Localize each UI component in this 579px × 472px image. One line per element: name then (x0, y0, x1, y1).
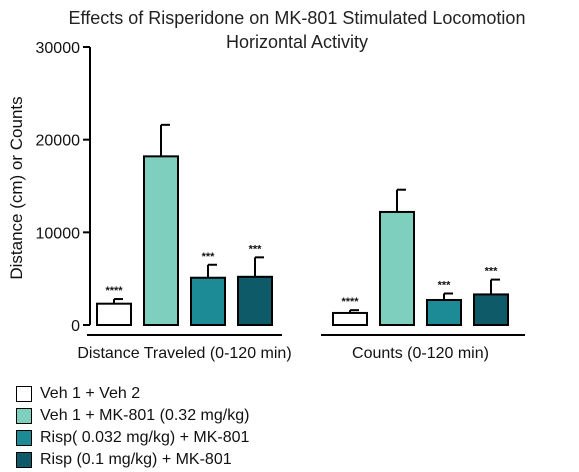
legend-label: Veh 1 + MK-801 (0.32 mg/kg) (40, 407, 250, 424)
legend-swatch (16, 408, 32, 424)
bar (237, 275, 273, 326)
bar (143, 155, 179, 326)
chart-title: Effects of Risperidone on MK-801 Stimula… (69, 8, 526, 52)
bar (426, 298, 462, 327)
x-category-label: Counts (0-120 min) (352, 345, 489, 362)
legend-label: Risp( 0.032 mg/kg) + MK-801 (40, 429, 250, 446)
y-tick-label: 20000 (36, 133, 81, 150)
bar (332, 311, 368, 327)
legend-label: Risp (0.1 mg/kg) + MK-801 (40, 451, 232, 468)
y-tick-label: 30000 (36, 40, 81, 57)
bar (379, 210, 415, 327)
significance-label: **** (341, 296, 359, 308)
significance-label: *** (249, 243, 263, 255)
chart-title-line-2: Horizontal Activity (226, 32, 368, 52)
legend-item: Veh 1 + Veh 2 (16, 383, 249, 405)
legend-label: Veh 1 + Veh 2 (40, 385, 141, 402)
legend-item: Risp (0.1 mg/kg) + MK-801 (16, 449, 249, 471)
legend-item: Veh 1 + MK-801 (0.32 mg/kg) (16, 405, 249, 427)
y-axis-label: Distance (cm) or Counts (7, 96, 26, 279)
legend: Veh 1 + Veh 2 Veh 1 + MK-801 (0.32 mg/kg)… (16, 383, 249, 471)
bars: ******************** (96, 123, 509, 327)
bar (473, 293, 509, 327)
legend-swatch (16, 452, 32, 468)
significance-label: *** (438, 279, 452, 291)
y-tick-label: 0 (71, 318, 80, 335)
significance-label: *** (202, 251, 216, 263)
legend-swatch (16, 386, 32, 402)
legend-swatch (16, 430, 32, 446)
significance-label: **** (105, 285, 123, 297)
x-category-label: Distance Traveled (0-120 min) (77, 345, 291, 362)
bar (190, 276, 226, 326)
legend-item: Risp( 0.032 mg/kg) + MK-801 (16, 427, 249, 449)
y-axis: 0 10000 20000 30000 (36, 40, 91, 335)
y-tick-label: 10000 (36, 225, 81, 242)
chart-title-line-1: Effects of Risperidone on MK-801 Stimula… (69, 8, 526, 28)
bar (96, 302, 132, 327)
significance-label: *** (485, 266, 499, 278)
x-axis-groups: Distance Traveled (0-120 min) Counts (0-1… (77, 334, 525, 362)
